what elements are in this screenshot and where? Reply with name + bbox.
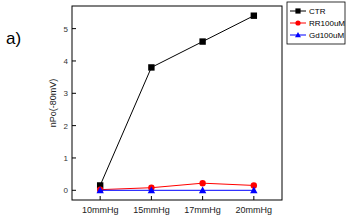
y-tick-label: 4	[64, 57, 69, 66]
point	[250, 186, 257, 193]
y-tick-label: 0	[64, 186, 69, 195]
y-tick-label: 5	[64, 25, 69, 34]
point	[199, 38, 205, 44]
y-tick	[72, 157, 76, 158]
legend-marker	[295, 32, 301, 37]
x-tick-label: 20mmHg	[236, 205, 273, 215]
point	[148, 64, 154, 70]
y-tick	[72, 93, 76, 94]
x-tick-label: 15mmHg	[133, 205, 170, 215]
x-tick	[202, 196, 203, 200]
point	[251, 13, 257, 19]
x-tick	[151, 196, 152, 200]
legend-box	[287, 2, 345, 44]
y-tick	[72, 125, 76, 126]
y-tick	[72, 190, 76, 191]
x-tick-label: 10mmHg	[82, 205, 119, 215]
plot-frame	[72, 6, 282, 200]
y-tick-label: 1	[64, 154, 69, 163]
plot-marks	[96, 13, 257, 194]
x-tick-label: 17mmHg	[184, 205, 221, 215]
series-line	[100, 190, 254, 191]
legend-label: Gd100uM	[309, 31, 344, 40]
point	[199, 180, 205, 186]
legend-marker	[295, 20, 300, 25]
legend-label: RR100uM	[309, 19, 345, 28]
legend-label: CTR	[309, 7, 326, 16]
chart-root: 0 1 2 3 4 5 10mmHg 15mmHg 17mmHg 20mmHg nPo(-80mV)…	[0, 0, 347, 221]
chart: 0 1 2 3 4 5 10mmHg 15mmHg 17mmHg 20mmHg nPo(-80mV)…	[0, 0, 347, 221]
point	[148, 186, 155, 193]
x-tick	[253, 196, 254, 200]
annotation: a)	[6, 29, 21, 48]
x-tick	[100, 196, 101, 200]
point	[96, 186, 103, 193]
legend: CTR RR100uM Gd100uM	[287, 2, 345, 44]
y-axis-label: nPo(-80mV)	[48, 79, 58, 128]
point	[199, 186, 206, 193]
series-line	[100, 16, 254, 186]
legend-marker	[295, 8, 300, 13]
y-tick	[72, 28, 76, 29]
point	[97, 186, 103, 192]
y-tick-label: 3	[64, 89, 69, 98]
y-tick	[72, 60, 76, 61]
y-tick-label: 2	[64, 122, 69, 131]
series-line	[100, 183, 254, 189]
